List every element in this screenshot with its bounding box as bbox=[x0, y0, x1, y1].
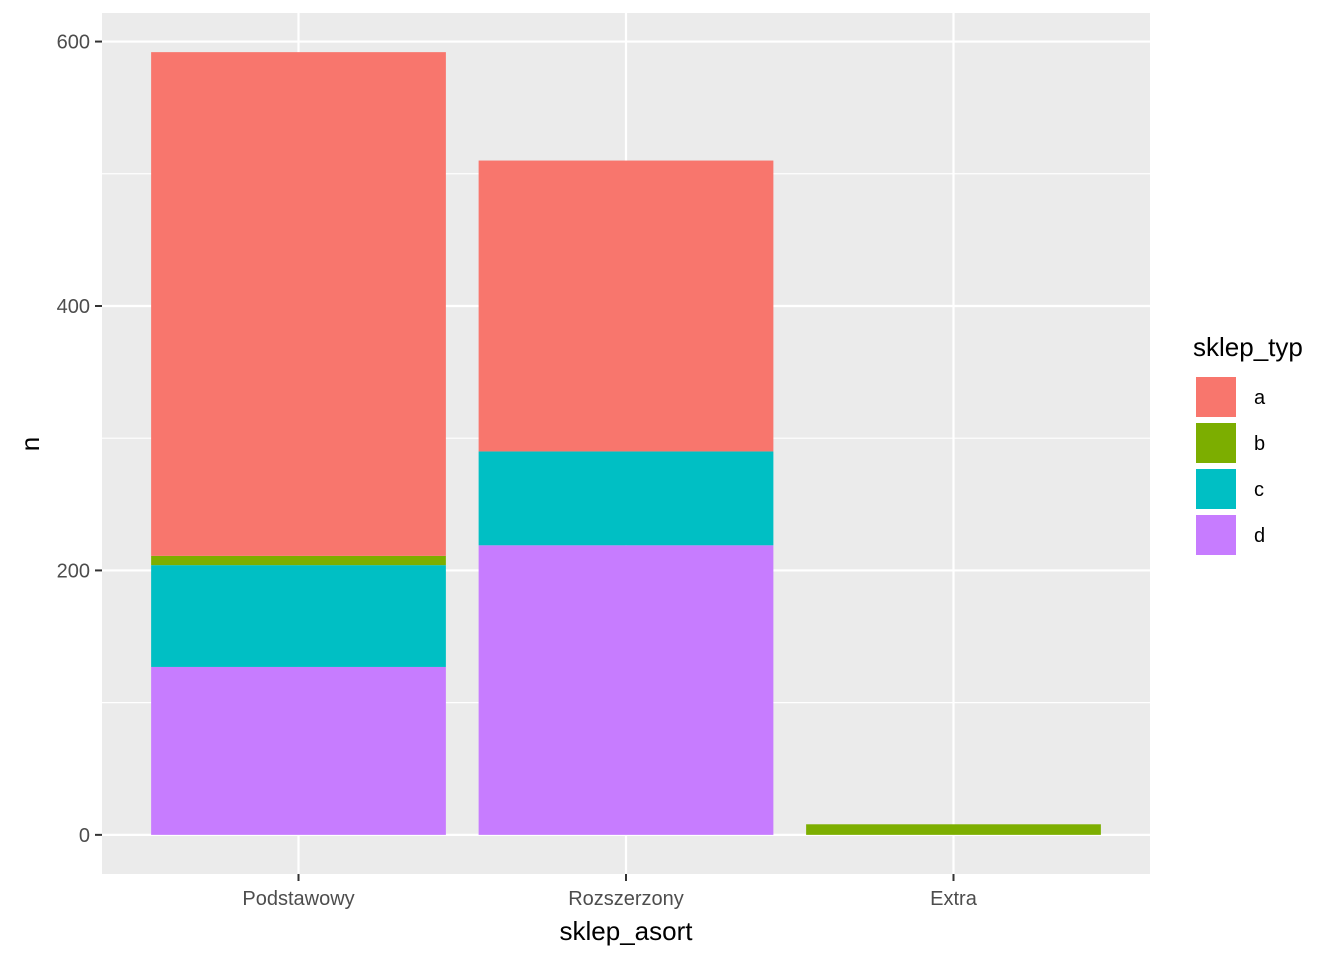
legend: sklep_typ a b c d bbox=[1193, 332, 1303, 557]
legend-label: b bbox=[1254, 433, 1265, 455]
bar-segment-d bbox=[151, 666, 446, 835]
x-tick-label: Podstawowy bbox=[242, 888, 354, 910]
bar-segment-a bbox=[151, 52, 446, 556]
y-tick-label: 200 bbox=[57, 560, 90, 582]
y-axis: 0 200 400 600 bbox=[57, 32, 102, 847]
y-tick-label: 600 bbox=[57, 32, 90, 54]
bar-segment-d bbox=[478, 545, 774, 835]
x-axis-title: sklep_asort bbox=[560, 916, 694, 946]
y-tick-label: 0 bbox=[79, 825, 90, 847]
bar-segment-a bbox=[478, 160, 774, 452]
bar-segment-b bbox=[806, 824, 1101, 835]
legend-key-a bbox=[1194, 375, 1238, 419]
x-tick-label: Extra bbox=[930, 888, 978, 910]
legend-label: a bbox=[1254, 387, 1266, 409]
legend-label: d bbox=[1254, 525, 1265, 547]
x-axis: Podstawowy Rozszerzony Extra bbox=[242, 874, 978, 910]
legend-label: c bbox=[1254, 479, 1264, 501]
legend-key-d bbox=[1194, 513, 1238, 557]
bar-segment-c bbox=[478, 451, 774, 546]
legend-items: a b c d bbox=[1194, 375, 1266, 557]
y-tick-label: 400 bbox=[57, 296, 90, 318]
bar-segment-c bbox=[151, 565, 446, 667]
bar-segment-b bbox=[151, 555, 446, 566]
y-axis-title: n bbox=[15, 437, 45, 451]
x-tick-label: Rozszerzony bbox=[568, 888, 684, 910]
bars bbox=[151, 52, 1101, 835]
legend-key-c bbox=[1194, 467, 1238, 511]
legend-key-b bbox=[1194, 421, 1238, 465]
legend-title: sklep_typ bbox=[1193, 332, 1303, 362]
